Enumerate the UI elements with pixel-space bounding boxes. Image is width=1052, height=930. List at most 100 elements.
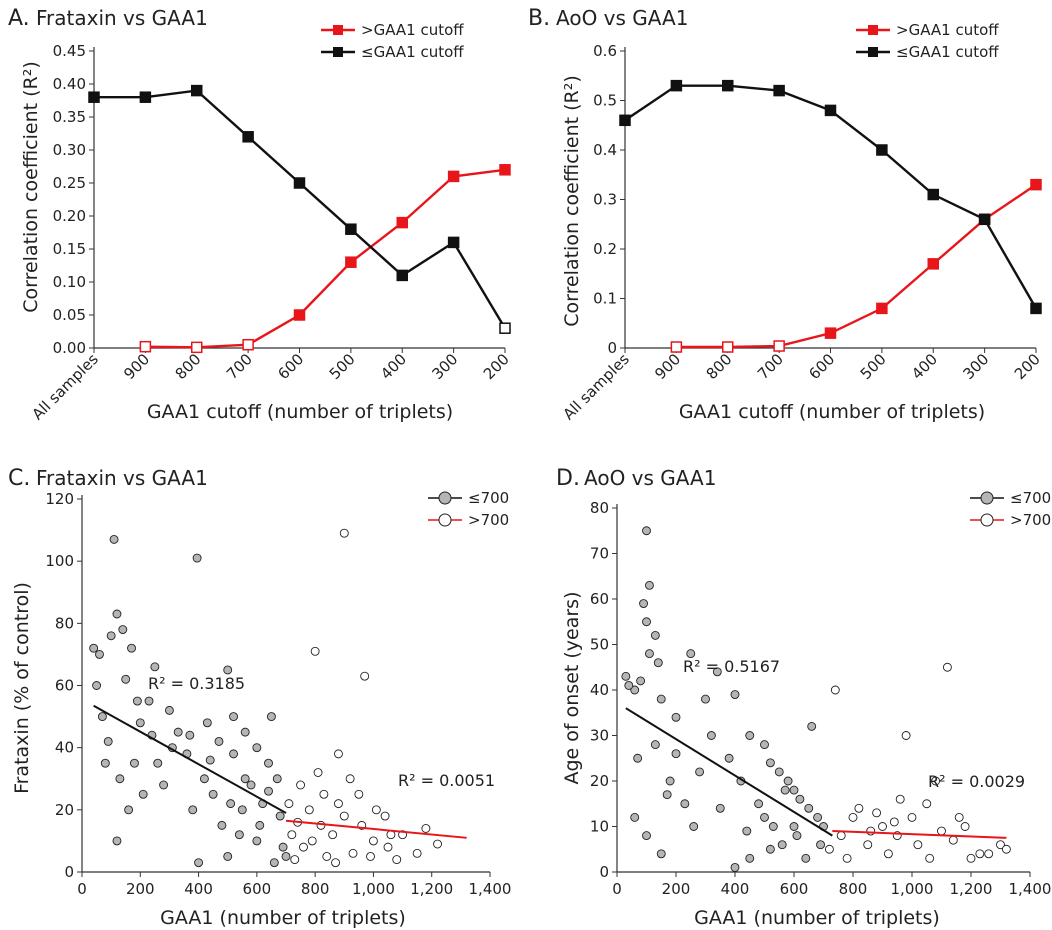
x-tick-label: 300 bbox=[959, 350, 992, 383]
data-point-le700 bbox=[275, 811, 285, 821]
data-point-gt700 bbox=[948, 835, 958, 845]
y-tick-label: 0.15 bbox=[53, 240, 86, 258]
data-point-gt700 bbox=[348, 848, 358, 858]
data-point-le700 bbox=[217, 820, 227, 830]
data-point bbox=[396, 269, 408, 282]
legend-marker bbox=[868, 47, 878, 57]
data-point-le700 bbox=[653, 658, 663, 668]
data-point-gt700 bbox=[296, 780, 306, 790]
data-point-gt700 bbox=[433, 839, 442, 849]
x-tick-label: 600 bbox=[274, 350, 307, 383]
data-point-le700 bbox=[223, 665, 233, 675]
data-point-gt700 bbox=[345, 774, 355, 784]
data-point-gt700 bbox=[824, 844, 834, 854]
data-point-le700 bbox=[106, 631, 116, 641]
x-tick-label: 1,400 bbox=[469, 880, 512, 898]
data-point-gt700 bbox=[307, 836, 317, 846]
data-point-le700 bbox=[214, 737, 224, 746]
x-tick-label: 900 bbox=[651, 350, 684, 383]
data-point-le700 bbox=[97, 712, 107, 722]
data-point bbox=[773, 84, 785, 97]
data-point-gt700 bbox=[421, 824, 431, 833]
data-point bbox=[345, 223, 357, 235]
series-line-below-cutoff bbox=[624, 84, 1038, 309]
data-point-le700 bbox=[229, 712, 238, 722]
data-point-gt700 bbox=[366, 852, 375, 861]
data-point-le700 bbox=[89, 643, 99, 653]
data-point-le700 bbox=[671, 749, 681, 759]
y-tick-label: 30 bbox=[590, 727, 609, 745]
data-point-le700 bbox=[223, 852, 233, 861]
data-point-gt700 bbox=[334, 749, 343, 759]
x-tick-label: 800 bbox=[839, 880, 868, 898]
data-point-le700 bbox=[621, 671, 631, 681]
data-point bbox=[242, 338, 254, 351]
data-point-gt700 bbox=[322, 852, 332, 861]
r-squared-annotation: R² = 0.3185 bbox=[148, 674, 245, 693]
data-point-gt700 bbox=[907, 812, 917, 822]
data-point-gt700 bbox=[830, 685, 840, 695]
data-point bbox=[824, 327, 837, 339]
data-point bbox=[88, 91, 100, 103]
panel-c-letter: C. bbox=[8, 466, 30, 491]
data-point-le700 bbox=[642, 831, 651, 841]
data-point-gt700 bbox=[412, 848, 422, 858]
x-tick-label: 400 bbox=[908, 350, 941, 383]
y-tick-label: 0.5 bbox=[593, 92, 617, 110]
data-point-le700 bbox=[205, 755, 215, 765]
data-point-gt700 bbox=[360, 671, 370, 681]
data-point-le700 bbox=[281, 852, 291, 861]
x-tick-label: 300 bbox=[428, 350, 461, 383]
data-point-gt700 bbox=[304, 805, 314, 815]
data-point-le700 bbox=[706, 731, 716, 740]
series-line-above-cutoff bbox=[676, 183, 1037, 349]
data-point-gt700 bbox=[878, 822, 887, 831]
x-tick-label: 800 bbox=[703, 350, 736, 383]
legend-marker bbox=[980, 491, 994, 505]
panel-d-xlabel: GAA1 (number of triplets) bbox=[694, 907, 940, 929]
panel-b-xlabel: GAA1 cutoff (number of triplets) bbox=[679, 401, 985, 423]
data-point-le700 bbox=[121, 674, 131, 684]
data-point-le700 bbox=[630, 812, 640, 822]
data-point-gt700 bbox=[925, 853, 935, 863]
data-point-le700 bbox=[237, 805, 247, 815]
data-point-le700 bbox=[240, 727, 250, 737]
data-point-le700 bbox=[115, 774, 125, 784]
x-tick-label: 500 bbox=[326, 350, 359, 383]
data-point-gt700 bbox=[960, 822, 970, 831]
data-point-gt700 bbox=[339, 811, 349, 821]
data-point-gt700 bbox=[931, 776, 941, 786]
data-point-le700 bbox=[745, 731, 755, 740]
x-tick-label: 400 bbox=[377, 350, 410, 383]
data-point-gt700 bbox=[339, 528, 349, 538]
x-tick-label: 700 bbox=[223, 350, 256, 383]
data-point bbox=[293, 177, 306, 189]
data-point-le700 bbox=[240, 774, 250, 784]
data-point-le700 bbox=[138, 789, 148, 799]
data-point-le700 bbox=[680, 799, 690, 809]
data-point bbox=[876, 302, 888, 315]
legend-label: >GAA1 cutoff bbox=[361, 21, 464, 39]
data-point-le700 bbox=[765, 758, 775, 768]
y-tick-label: 50 bbox=[590, 636, 609, 654]
y-tick-label: 0.2 bbox=[593, 240, 617, 258]
y-tick-label: 40 bbox=[590, 681, 609, 699]
data-point-gt700 bbox=[284, 799, 294, 809]
legend-label: >700 bbox=[468, 511, 509, 529]
panel-b-ylabel: Correlation coefficient (R²) bbox=[561, 75, 583, 327]
series-line-below-cutoff bbox=[94, 89, 507, 329]
y-tick-label: 60 bbox=[590, 590, 609, 608]
data-point bbox=[927, 188, 939, 201]
x-tick-label: 200 bbox=[126, 880, 155, 898]
data-point-gt700 bbox=[836, 831, 846, 841]
panel-d-title: AoO vs GAA1 bbox=[584, 466, 716, 490]
x-tick-label: 600 bbox=[805, 350, 838, 383]
data-point-gt700 bbox=[371, 805, 381, 815]
data-point bbox=[978, 213, 991, 226]
r-squared-annotation: R² = 0.5167 bbox=[683, 657, 780, 676]
x-tick-label: 200 bbox=[480, 350, 513, 383]
data-point-le700 bbox=[199, 774, 209, 784]
data-point-le700 bbox=[103, 737, 113, 746]
legend-label: >GAA1 cutoff bbox=[896, 21, 999, 39]
data-point-le700 bbox=[264, 758, 273, 768]
